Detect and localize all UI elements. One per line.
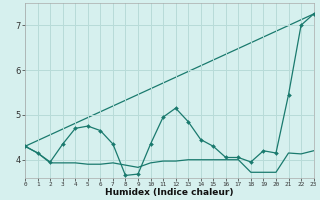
X-axis label: Humidex (Indice chaleur): Humidex (Indice chaleur)	[105, 188, 234, 197]
